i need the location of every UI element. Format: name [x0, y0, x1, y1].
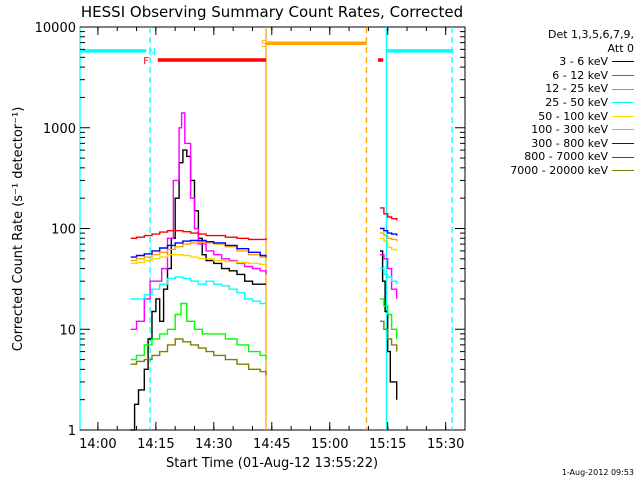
series-line-8-segment-0: [130, 338, 267, 376]
legend-item: 7000 - 20000 keV: [478, 164, 634, 178]
axis-ticks: 14:00 14:15 14:30 14:45 15:00 15:15 15:30 1 10 10…: [35, 21, 466, 452]
series-line-7-segment-0: [130, 229, 267, 241]
series-line-1-segment-0: [130, 112, 267, 330]
legend-swatch: [612, 115, 634, 117]
flag-marker-n: N: [148, 47, 155, 58]
legend-swatch: [612, 102, 634, 104]
series-line-5-segment-0: [130, 241, 267, 262]
legend-header-attenuator: Att 0: [607, 41, 634, 55]
legend-swatch: [612, 156, 634, 158]
series-line-2-segment-0: [130, 302, 267, 361]
legend-item-label: 50 - 100 keV: [538, 109, 608, 123]
legend-item: 100 - 300 keV: [478, 123, 634, 137]
series-line-4-segment-0: [130, 253, 266, 266]
series-line-1-segment-1: [380, 253, 398, 299]
legend: Det 1,3,5,6,7,9, Att 0 3 - 6 keV 6 - 12 k…: [478, 28, 634, 178]
y-tick-label-1: 10: [59, 323, 76, 338]
legend-item-label: 12 - 25 keV: [545, 82, 608, 96]
legend-swatch: [612, 61, 634, 63]
series-line-6-segment-1: [380, 227, 398, 236]
legend-item-label: 100 - 300 keV: [531, 123, 608, 137]
legend-swatch: [612, 170, 634, 172]
flag-bars: NF S: [80, 39, 453, 67]
legend-header-detectors: Det 1,3,5,6,7,9,: [547, 28, 634, 41]
series-line-5-segment-1: [380, 232, 398, 242]
chart-title: HESSI Observing Summary Count Rates, Cor…: [81, 3, 463, 21]
flag-marker-f: F: [143, 56, 149, 67]
x-axis-label: Start Time (01-Aug-12 13:55:22): [166, 456, 378, 471]
legend-swatch: [612, 75, 634, 77]
x-tick-label-4: 15:00: [311, 437, 348, 452]
series-line-0-segment-0: [130, 149, 266, 431]
legend-item-label: 7000 - 20000 keV: [510, 163, 608, 177]
legend-item: 6 - 12 keV: [478, 69, 634, 83]
legend-item-label: 25 - 50 keV: [545, 95, 608, 109]
x-tick-label-6: 15:30: [427, 437, 464, 452]
legend-item: 50 - 100 keV: [478, 110, 634, 124]
legend-swatch: [612, 88, 634, 90]
plot-frame: [79, 26, 466, 431]
x-tick-label-3: 14:45: [253, 437, 290, 452]
plot-border: [79, 26, 466, 431]
vertical-lines: [79, 27, 453, 430]
series-line-7-segment-1: [380, 207, 398, 221]
series-group: [130, 112, 398, 431]
x-tick-label-0: 14:00: [79, 437, 116, 452]
series-line-3-segment-0: [130, 276, 266, 305]
legend-item: 800 - 7000 keV: [478, 150, 634, 164]
legend-swatch: [612, 143, 634, 145]
series-line-3-segment-1: [380, 267, 398, 285]
legend-swatch: [612, 129, 634, 131]
y-tick-label-0: 1: [68, 424, 76, 439]
series-line-2-segment-1: [380, 298, 398, 339]
legend-item: 3 - 6 keV: [478, 55, 634, 69]
legend-item: 12 - 25 keV: [478, 82, 634, 96]
flag-marker-s: S: [261, 39, 267, 50]
plot-timestamp: 1-Aug-2012 09:53: [561, 468, 634, 477]
series-line-0-segment-1: [380, 250, 398, 400]
legend-item-label: 300 - 800 keV: [531, 136, 608, 150]
series-line-6-segment-0: [130, 239, 267, 258]
legend-item-label: 3 - 6 keV: [559, 55, 608, 69]
series-line-8-segment-1: [380, 320, 398, 352]
y-tick-label-3: 1000: [43, 122, 76, 137]
x-tick-label-2: 14:30: [195, 437, 232, 452]
y-tick-label-2: 100: [51, 223, 76, 238]
x-tick-label-5: 15:15: [369, 437, 406, 452]
y-axis-label: Corrected Count Rate (s⁻¹ detector⁻¹): [11, 107, 26, 352]
legend-item-label: 800 - 7000 keV: [524, 150, 608, 164]
legend-item: 25 - 50 keV: [478, 96, 634, 110]
series-line-4-segment-1: [380, 237, 398, 251]
legend-item: 300 - 800 keV: [478, 137, 634, 151]
x-tick-label-1: 14:15: [137, 437, 174, 452]
legend-item-label: 6 - 12 keV: [552, 68, 608, 82]
y-tick-label-4: 10000: [35, 21, 76, 36]
